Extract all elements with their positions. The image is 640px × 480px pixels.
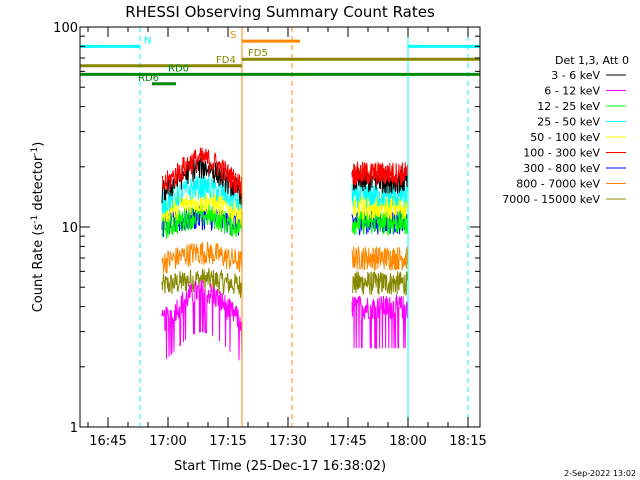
legend-title: Det 1,3, Att 0 [555,54,629,67]
flag-label: FD5 [248,48,268,59]
legend-entry-label: 25 - 50 keV [537,116,600,129]
series-trace [161,241,243,274]
y-tick-label: 100 [53,21,78,36]
axis-ticks: 16:45 17:00 17:15 17:30 17:45 18:00 18:15 1 10 10… [53,21,487,449]
y-tick-label: 1 [70,421,78,436]
y-axis-label-sup2: -1 [30,147,40,156]
legend-entry-label: 50 - 100 keV [530,131,600,144]
y-axis-label-main: Count Rate (s [31,224,46,313]
legend-entry-label: 100 - 300 keV [523,147,600,160]
series-trace [351,293,409,349]
legend-entry-label: 800 - 7000 keV [516,178,600,191]
series-trace [161,280,243,363]
series-trace [161,204,243,239]
series-trace [161,147,243,197]
y-axis-label-sup1: -1 [30,215,40,224]
data-layer [161,147,409,363]
series-trace [351,161,409,186]
x-tick-label: 17:30 [269,434,306,449]
series-trace [351,210,409,236]
x-tick-label: 17:45 [329,434,366,449]
legend-entry-label: 7000 - 15000 keV [502,193,600,206]
x-tick-label: 17:15 [209,434,246,449]
footer-date: 2-Sep-2022 13:02 [564,469,636,478]
y-tick-label: 10 [61,221,78,236]
series-trace [161,173,243,215]
x-tick-label: 18:15 [449,434,486,449]
series-trace [351,245,409,271]
chart-title: RHESSI Observing Summary Count Rates [125,3,435,21]
series-trace [351,271,409,296]
legend-entry-label: 12 - 25 keV [537,100,600,113]
flag-label: RD0 [168,63,189,74]
vertical-markers [79,27,469,427]
legend-entry-label: 300 - 800 keV [523,162,600,175]
x-tick-label: 16:45 [89,434,126,449]
x-axis-label: Start Time (25-Dec-17 16:38:02) [174,459,386,474]
flag-label: FD4 [216,55,236,66]
flag-label: RD6 [138,73,159,84]
series-trace [161,267,243,299]
legend: 3 - 6 keV 6 - 12 keV 12 - 25 keV 25 - 50 ke… [502,69,626,206]
flag-label: N [144,35,151,46]
flag-label: S [230,30,236,41]
x-tick-label: 18:00 [389,434,426,449]
legend-entry-label: 3 - 6 keV [551,69,600,82]
y-axis-label: Count Rate (s-1 detector-1) [30,142,46,313]
legend-entry-label: 6 - 12 keV [544,85,600,98]
flag-bars: N S FD4 FD5 RD0 RD6 [80,30,480,86]
x-tick-label: 17:00 [149,434,186,449]
y-axis-label-end: ) [31,142,46,147]
y-axis-label-mid: detector [31,155,46,215]
